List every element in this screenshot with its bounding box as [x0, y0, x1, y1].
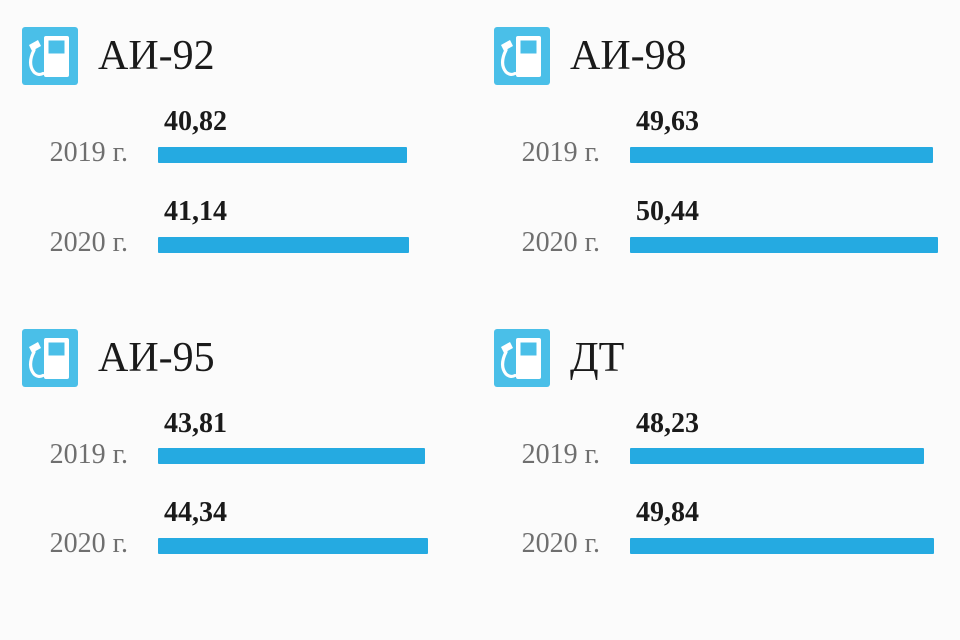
chart-title: АИ-95 — [98, 334, 215, 381]
bar-row-2019: 2019 г. 43,81 — [22, 407, 494, 469]
bar-2019 — [630, 146, 933, 163]
year-label-2019: 2019 г. — [521, 137, 600, 168]
bar-group: 41,14 — [158, 195, 409, 253]
bar-value-label: 41,14 — [164, 195, 227, 227]
bar-group: 40,82 — [158, 106, 407, 163]
bar-row-2020: 2020 г. 41,14 — [22, 195, 494, 258]
bar-row-2019: 2019 г. 48,23 — [494, 407, 960, 469]
bar-value-label: 49,84 — [636, 497, 699, 529]
bar-row-2020: 2020 г. 50,44 — [494, 195, 960, 258]
fuel-pump-icon — [494, 328, 550, 387]
bar-row-2019: 2019 г. 49,63 — [494, 106, 960, 168]
chart-title: АИ-92 — [98, 33, 215, 79]
charts-grid: АИ-92 2019 г. 40,82 2020 г. 41,14 — [22, 27, 960, 559]
fuel-pump-icon — [22, 27, 78, 85]
chart-header: АИ-95 — [22, 328, 494, 387]
fuel-pump-icon — [494, 27, 550, 85]
bar-value-label: 50,44 — [636, 195, 699, 227]
fuel-pump-icon — [22, 328, 78, 387]
bar-value-label: 44,34 — [164, 497, 227, 529]
chart-ai-92: АИ-92 2019 г. 40,82 2020 г. 41,14 — [22, 27, 494, 258]
bar-group: 49,63 — [630, 106, 933, 163]
bar-value-label: 40,82 — [164, 106, 227, 137]
bar-2020 — [158, 538, 428, 555]
bar-value-label: 43,81 — [164, 407, 227, 439]
year-label-2020: 2020 г. — [521, 528, 600, 560]
bar-2019 — [158, 448, 425, 465]
bar-2020 — [630, 538, 934, 555]
chart-header: АИ-92 — [22, 27, 494, 85]
year-label-2019: 2019 г. — [49, 137, 128, 168]
bar-row-2019: 2019 г. 40,82 — [22, 106, 494, 168]
bar-group: 48,23 — [630, 407, 924, 465]
chart-ai-95: АИ-95 2019 г. 43,81 2020 г. 44,34 — [22, 328, 494, 559]
chart-title: АИ-98 — [570, 33, 687, 79]
bar-row-2020: 2020 г. 49,84 — [494, 497, 960, 559]
bar-row-2020: 2020 г. 44,34 — [22, 497, 494, 559]
year-label-2020: 2020 г. — [49, 226, 128, 258]
bar-group: 49,84 — [630, 497, 934, 555]
year-label-2019: 2019 г. — [49, 438, 128, 470]
bar-2020 — [630, 236, 938, 253]
bar-group: 43,81 — [158, 407, 425, 465]
bar-2019 — [158, 146, 407, 163]
bar-2019 — [630, 448, 924, 465]
bar-value-label: 49,63 — [636, 106, 699, 137]
bar-2020 — [158, 236, 409, 253]
year-label-2019: 2019 г. — [521, 438, 600, 470]
chart-dt: ДТ 2019 г. 48,23 2020 г. 49,84 — [494, 328, 960, 559]
chart-header: АИ-98 — [494, 27, 960, 85]
chart-header: ДТ — [494, 328, 960, 387]
bar-group: 50,44 — [630, 195, 938, 253]
chart-title: ДТ — [570, 334, 625, 381]
bar-value-label: 48,23 — [636, 407, 699, 439]
year-label-2020: 2020 г. — [521, 226, 600, 258]
chart-ai-98: АИ-98 2019 г. 49,63 2020 г. 50,44 — [494, 27, 960, 258]
bar-group: 44,34 — [158, 497, 428, 555]
year-label-2020: 2020 г. — [49, 528, 128, 560]
